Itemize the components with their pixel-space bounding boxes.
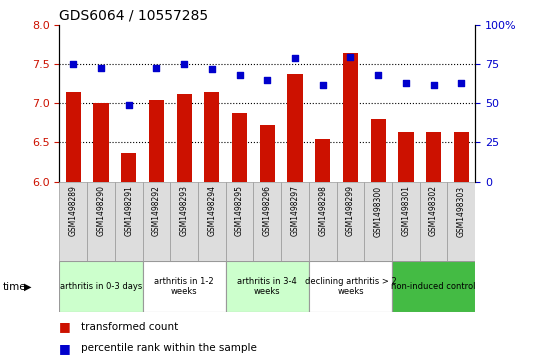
Point [319,82,327,87]
Text: GSM1498300: GSM1498300 [374,185,383,237]
Text: ■: ■ [59,320,75,333]
Bar [309,261,392,312]
Bar [93,103,109,182]
Bar [336,182,365,261]
Point [429,82,438,87]
Bar [392,182,420,261]
Bar [448,182,475,261]
Text: GSM1498301: GSM1498301 [401,185,410,236]
Point [374,73,382,78]
Bar [59,182,87,261]
Point [69,61,78,68]
Point [152,65,161,70]
Point [207,66,216,72]
Bar [426,132,441,182]
Text: ■: ■ [59,342,75,355]
Text: GSM1498293: GSM1498293 [180,185,188,236]
Bar [66,92,81,182]
Point [263,77,272,83]
Text: ▶: ▶ [24,282,32,292]
Text: GSM1498302: GSM1498302 [429,185,438,236]
Point [180,61,188,68]
Bar [59,261,143,312]
Text: declining arthritis > 2
weeks: declining arthritis > 2 weeks [305,277,396,297]
Text: GSM1498289: GSM1498289 [69,185,78,236]
Text: percentile rank within the sample: percentile rank within the sample [81,343,257,354]
Bar [143,182,170,261]
Point [291,55,299,61]
Bar [198,182,226,261]
Text: arthritis in 0-3 days: arthritis in 0-3 days [60,282,142,291]
Text: GDS6064 / 10557285: GDS6064 / 10557285 [59,9,208,23]
Bar [420,182,448,261]
Text: time: time [3,282,26,292]
Text: GSM1498294: GSM1498294 [207,185,217,236]
Bar [115,182,143,261]
Text: GSM1498298: GSM1498298 [318,185,327,236]
Bar [149,99,164,182]
Bar [226,261,309,312]
Bar [309,182,336,261]
Bar [315,139,330,182]
Bar [399,132,414,182]
Bar [226,182,253,261]
Bar [232,113,247,182]
Text: GSM1498291: GSM1498291 [124,185,133,236]
Point [346,54,355,60]
Bar [343,53,358,181]
Bar [260,125,275,182]
Text: arthritis in 1-2
weeks: arthritis in 1-2 weeks [154,277,214,297]
Bar [177,94,192,182]
Bar [364,182,392,261]
Text: GSM1498303: GSM1498303 [457,185,466,237]
Bar [143,261,226,312]
Point [124,102,133,108]
Text: transformed count: transformed count [81,322,178,332]
Bar [121,152,136,182]
Bar [281,182,309,261]
Point [457,80,465,86]
Text: GSM1498297: GSM1498297 [291,185,300,236]
Point [402,80,410,86]
Bar [204,92,219,182]
Bar [392,261,475,312]
Text: GSM1498290: GSM1498290 [97,185,105,236]
Text: GSM1498299: GSM1498299 [346,185,355,236]
Point [235,73,244,78]
Text: GSM1498296: GSM1498296 [263,185,272,236]
Bar [170,182,198,261]
Bar [253,182,281,261]
Bar [87,182,115,261]
Bar [454,132,469,182]
Point [97,65,105,70]
Text: GSM1498295: GSM1498295 [235,185,244,236]
Text: non-induced control: non-induced control [392,282,476,291]
Text: arthritis in 3-4
weeks: arthritis in 3-4 weeks [238,277,297,297]
Bar [287,74,302,182]
Text: GSM1498292: GSM1498292 [152,185,161,236]
Bar [370,119,386,182]
